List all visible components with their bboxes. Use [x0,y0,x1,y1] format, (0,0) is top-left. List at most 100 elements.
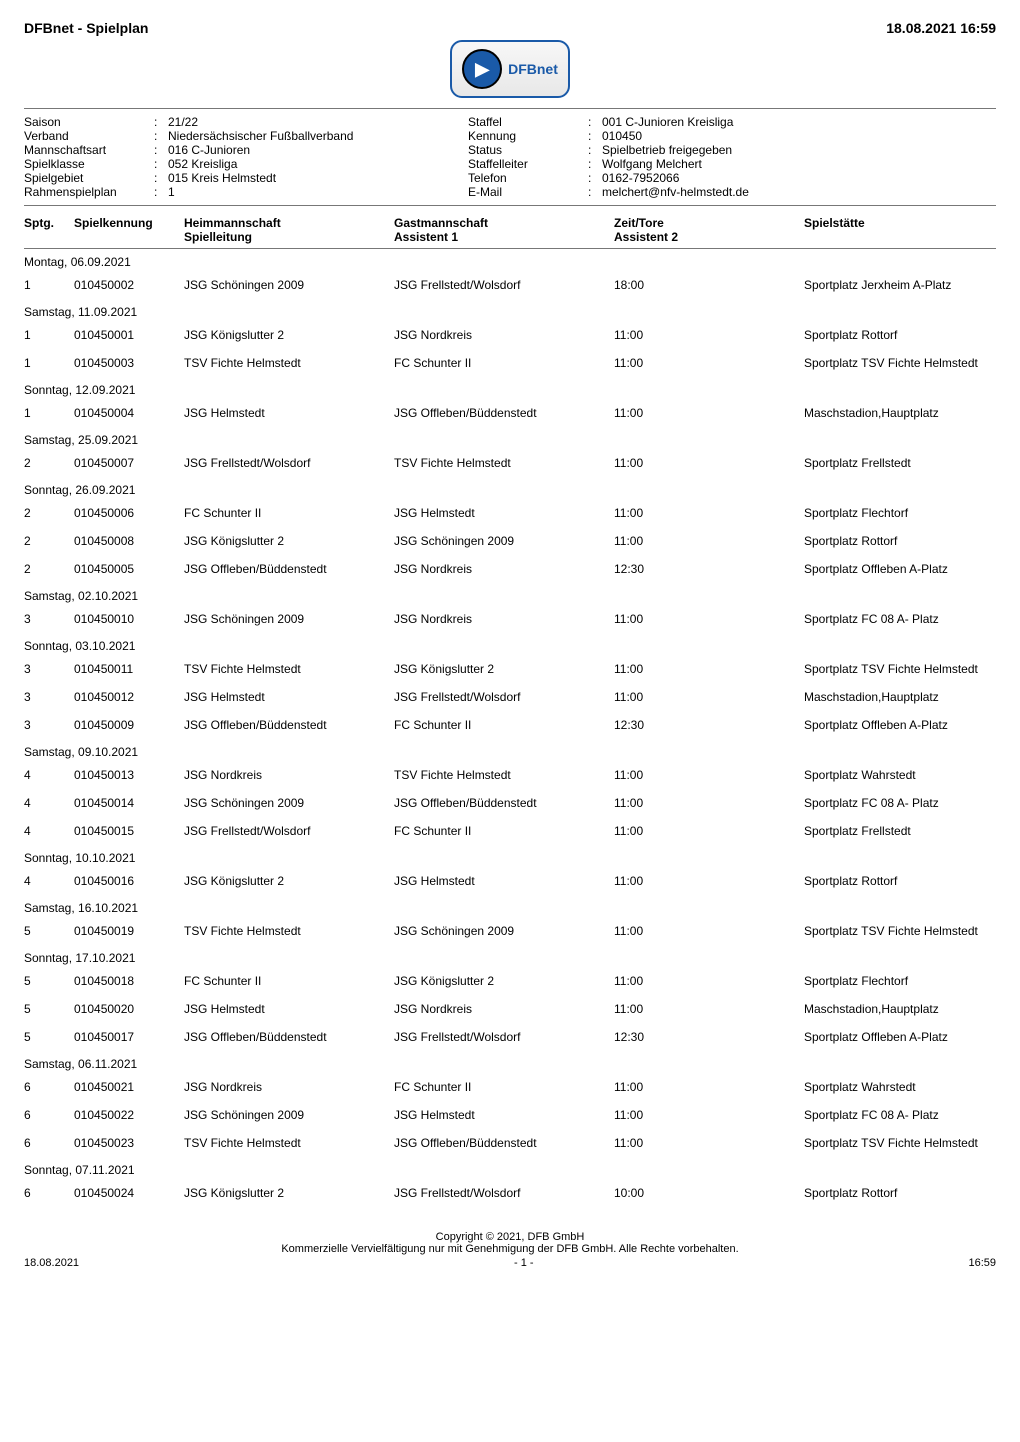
match-kennung: 010450017 [74,1030,184,1044]
document-title: DFBnet - Spielplan [24,20,148,36]
col-header-spielkennung: Spielkennung [74,216,184,244]
meta-value: Spielbetrieb freigegeben [602,143,996,157]
match-row: 2010450006FC Schunter IIJSG Helmstedt11:… [24,499,996,527]
match-spielstaette: Sportplatz FC 08 A- Platz [804,1108,996,1122]
match-row: 3010450010JSG Schöningen 2009JSG Nordkre… [24,605,996,633]
dfbnet-logo: ▶ DFBnet [450,40,570,98]
col-header-zeit-2: Assistent 2 [614,230,804,244]
match-zeit: 11:00 [614,356,804,370]
date-group-header: Montag, 06.09.2021 [24,255,996,269]
match-kennung: 010450019 [74,924,184,938]
footer-date: 18.08.2021 [24,1257,79,1269]
match-zeit: 11:00 [614,690,804,704]
match-kennung: 010450023 [74,1136,184,1150]
match-heim: JSG Nordkreis [184,768,394,782]
match-zeit: 11:00 [614,662,804,676]
meta-label: Staffelleiter [468,157,588,171]
match-gast: JSG Nordkreis [394,612,614,626]
meta-sep: : [588,129,602,143]
date-group-header: Sonntag, 07.11.2021 [24,1163,996,1177]
match-heim: JSG Schöningen 2009 [184,278,394,292]
match-heim: JSG Königslutter 2 [184,328,394,342]
match-spielstaette: Sportplatz Offleben A-Platz [804,718,996,732]
match-gast: JSG Offleben/Büddenstedt [394,406,614,420]
match-spielstaette: Sportplatz Rottorf [804,1186,996,1200]
match-spielstaette: Sportplatz Wahrstedt [804,768,996,782]
match-heim: JSG Schöningen 2009 [184,612,394,626]
match-row: 4010450014JSG Schöningen 2009JSG Offlebe… [24,789,996,817]
date-group-header: Samstag, 09.10.2021 [24,745,996,759]
match-row: 2010450005JSG Offleben/BüddenstedtJSG No… [24,555,996,583]
meta-sep: : [588,171,602,185]
match-row: 5010450017JSG Offleben/BüddenstedtJSG Fr… [24,1023,996,1051]
match-zeit: 11:00 [614,612,804,626]
match-zeit: 11:00 [614,1136,804,1150]
match-row: 5010450020JSG HelmstedtJSG Nordkreis11:0… [24,995,996,1023]
match-gast: JSG Helmstedt [394,1108,614,1122]
match-kennung: 010450009 [74,718,184,732]
meta-value: 001 C-Junioren Kreisliga [602,115,996,129]
match-row: 1010450004JSG HelmstedtJSG Offleben/Büdd… [24,399,996,427]
col-header-gast: Gastmannschaft Assistent 1 [394,216,614,244]
col-header-zeit-1: Zeit/Tore [614,216,804,230]
match-kennung: 010450008 [74,534,184,548]
match-gast: JSG Nordkreis [394,328,614,342]
meta-label: Saison [24,115,154,129]
match-kennung: 010450020 [74,1002,184,1016]
match-gast: FC Schunter II [394,824,614,838]
match-row: 6010450022JSG Schöningen 2009JSG Helmste… [24,1101,996,1129]
match-heim: FC Schunter II [184,974,394,988]
match-zeit: 11:00 [614,874,804,888]
match-sptg: 1 [24,328,74,342]
metadata-row: Rahmenspielplan:1E-Mail:melchert@nfv-hel… [24,185,996,199]
match-gast: JSG Helmstedt [394,506,614,520]
match-zeit: 18:00 [614,278,804,292]
date-group-header: Sonntag, 03.10.2021 [24,639,996,653]
match-sptg: 5 [24,924,74,938]
meta-sep: : [154,129,168,143]
match-row: 5010450019TSV Fichte HelmstedtJSG Schöni… [24,917,996,945]
match-sptg: 4 [24,796,74,810]
match-zeit: 11:00 [614,456,804,470]
match-heim: JSG Offleben/Büddenstedt [184,562,394,576]
match-gast: JSG Helmstedt [394,874,614,888]
match-kennung: 010450018 [74,974,184,988]
match-sptg: 3 [24,612,74,626]
match-sptg: 4 [24,768,74,782]
match-row: 2010450008JSG Königslutter 2JSG Schöning… [24,527,996,555]
match-zeit: 11:00 [614,1108,804,1122]
meta-value: 016 C-Junioren [168,143,468,157]
meta-sep: : [154,185,168,199]
match-row: 6010450023TSV Fichte HelmstedtJSG Offleb… [24,1129,996,1157]
footer-page: - 1 - [514,1257,534,1269]
match-heim: TSV Fichte Helmstedt [184,662,394,676]
matches-container: Montag, 06.09.20211010450002JSG Schöning… [24,255,996,1207]
match-zeit: 11:00 [614,768,804,782]
match-gast: TSV Fichte Helmstedt [394,768,614,782]
match-spielstaette: Sportplatz TSV Fichte Helmstedt [804,1136,996,1150]
match-zeit: 11:00 [614,924,804,938]
match-gast: JSG Schöningen 2009 [394,924,614,938]
match-row: 4010450015JSG Frellstedt/WolsdorfFC Schu… [24,817,996,845]
match-spielstaette: Sportplatz Offleben A-Platz [804,562,996,576]
match-heim: JSG Frellstedt/Wolsdorf [184,824,394,838]
match-heim: JSG Königslutter 2 [184,534,394,548]
match-zeit: 11:00 [614,796,804,810]
match-row: 6010450024JSG Königslutter 2JSG Frellste… [24,1179,996,1207]
meta-label: Telefon [468,171,588,185]
match-heim: JSG Schöningen 2009 [184,796,394,810]
match-sptg: 6 [24,1080,74,1094]
match-kennung: 010450002 [74,278,184,292]
meta-sep: : [154,115,168,129]
match-spielstaette: Sportplatz Wahrstedt [804,1080,996,1094]
match-kennung: 010450024 [74,1186,184,1200]
date-group-header: Samstag, 02.10.2021 [24,589,996,603]
match-sptg: 3 [24,718,74,732]
match-kennung: 010450022 [74,1108,184,1122]
match-sptg: 1 [24,406,74,420]
match-kennung: 010450014 [74,796,184,810]
match-spielstaette: Sportplatz Flechtorf [804,974,996,988]
meta-sep: : [588,185,602,199]
match-spielstaette: Sportplatz TSV Fichte Helmstedt [804,924,996,938]
footer-time: 16:59 [968,1257,996,1269]
